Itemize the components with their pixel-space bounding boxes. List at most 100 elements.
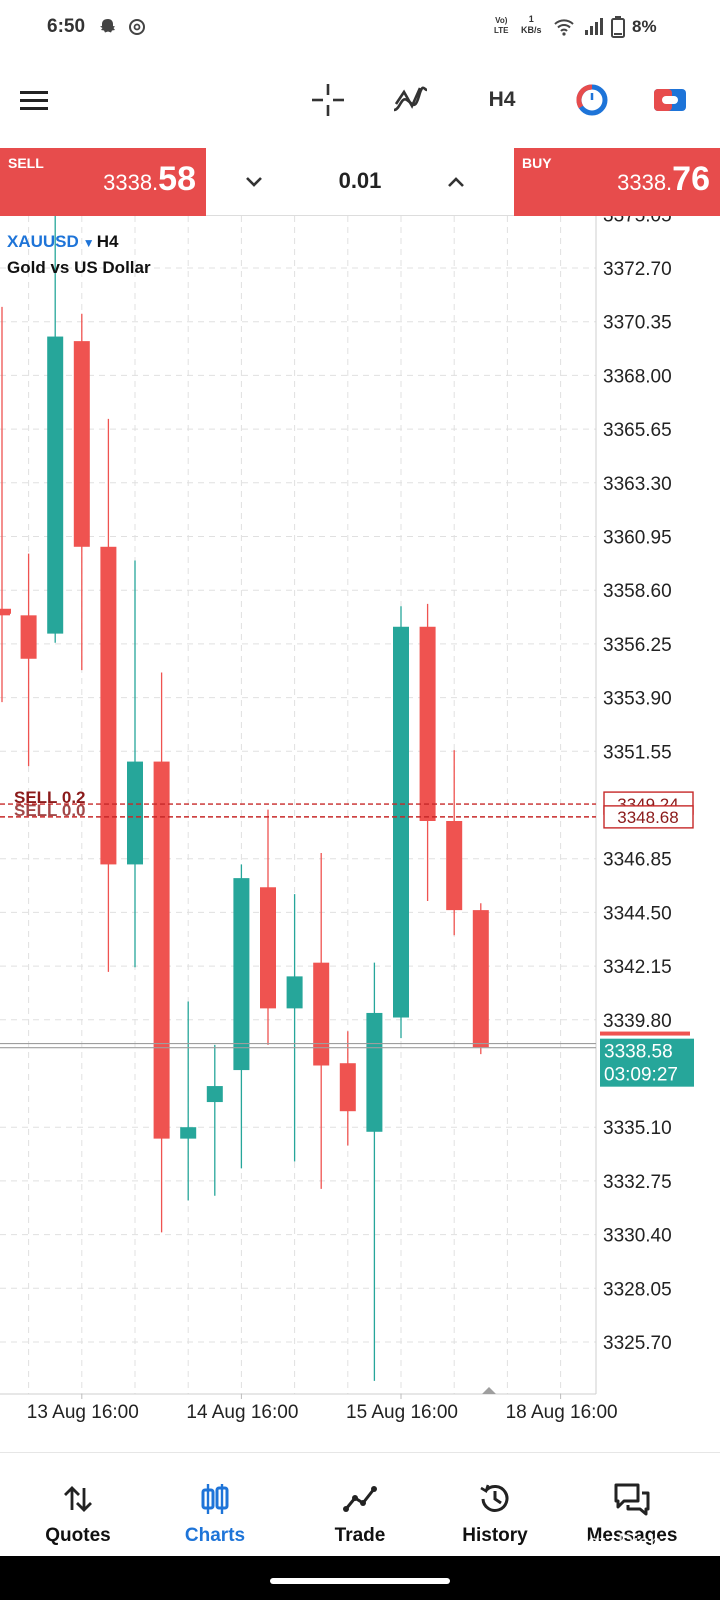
nav-charts[interactable]: Charts <box>145 1453 285 1557</box>
price-tick-label: 3360.95 <box>603 528 672 549</box>
nav-history[interactable]: History <box>425 1453 565 1557</box>
trade-icon <box>343 1486 377 1512</box>
candle-body <box>233 878 250 1071</box>
time-tick-label: 13 Aug 16:00 <box>27 1402 139 1423</box>
price-tick-label: 3339.80 <box>603 1011 672 1032</box>
price-tick-label: 3358.60 <box>603 581 672 602</box>
signal-icon <box>585 18 603 35</box>
candle-body <box>180 1127 197 1139</box>
price-tick-label: 3330.40 <box>603 1226 672 1247</box>
current-price-box <box>600 1038 694 1087</box>
battery-icon <box>611 16 625 38</box>
symbol-name: XAUUSD <box>7 232 79 251</box>
order-line-label: SELL 0.0 <box>14 801 86 820</box>
current-price-label: 3338.58 <box>604 1042 673 1063</box>
symbol-timeframe: H4 <box>96 232 119 251</box>
candle-body <box>206 1086 223 1103</box>
nav-trade[interactable]: Trade <box>290 1453 430 1557</box>
price-tick-label: 3328.05 <box>603 1279 672 1300</box>
price-tick-label: 3344.50 <box>603 903 672 924</box>
lot-size-value[interactable]: 0.01 <box>338 168 382 193</box>
battery-percent: 8% <box>632 17 657 36</box>
candle-body <box>393 626 409 1018</box>
price-tick-label: 3332.75 <box>603 1172 672 1193</box>
order-line-label: SELL 0.2 <box>14 788 86 807</box>
gesture-bar <box>0 1556 720 1600</box>
price-tick-label: 3363.30 <box>603 474 672 495</box>
candle-countdown-label: 03:09:27 <box>604 1065 678 1086</box>
wifi-icon <box>554 19 574 36</box>
lot-decrease-button[interactable] <box>234 162 274 202</box>
price-tick-label: 3375.05 <box>603 216 672 226</box>
menu-button[interactable] <box>14 70 54 130</box>
price-tick-label: 3346.85 <box>603 850 672 871</box>
candle-body <box>20 615 37 659</box>
chevron-down-icon <box>246 177 262 187</box>
timeframe-button[interactable]: H4 <box>488 88 516 111</box>
menu-icon <box>20 91 48 110</box>
sell-button[interactable]: SELL 3338.58 <box>0 148 206 216</box>
indicators-button[interactable] <box>388 70 432 130</box>
buy-price: 3338.76 <box>617 160 710 198</box>
nav-quotes[interactable]: Quotes <box>8 1453 148 1557</box>
price-tick-label: 3368.00 <box>603 366 672 387</box>
candle-body <box>260 887 276 1009</box>
bottom-navigation: Quotes Charts Trade <box>0 1452 720 1556</box>
chart-type-icon <box>654 89 686 111</box>
price-tick-label: 3372.70 <box>603 259 672 280</box>
lot-size-control: 0.01 <box>206 148 514 216</box>
price-tick-label: 3353.90 <box>603 689 672 710</box>
candle-body <box>153 761 170 1139</box>
watermark: @Sweet_Dish <box>522 1530 662 1555</box>
chart-toolbar: H4 <box>0 70 720 130</box>
crosshair-icon <box>312 84 344 116</box>
messages-icon <box>614 1483 650 1516</box>
candle-body <box>0 613 10 616</box>
price-tick-label: 3356.25 <box>603 635 672 656</box>
candle-body <box>47 336 64 634</box>
ask-marker <box>600 1031 690 1036</box>
candle-body <box>472 910 489 1048</box>
buy-button[interactable]: BUY 3338.76 <box>514 148 720 216</box>
buy-label: BUY <box>522 155 552 171</box>
trade-bar: SELL 3338.58 0.01 BUY 3338.76 <box>0 148 720 216</box>
candle-body <box>446 820 463 911</box>
caret-down-icon: ▼ <box>82 236 95 250</box>
history-icon <box>480 1484 509 1512</box>
status-bar: 6:50 Vo) LTE 1 KB/s 8% <box>0 0 720 56</box>
price-tick-label: 3325.70 <box>603 1333 672 1354</box>
candle-body <box>339 1063 356 1112</box>
candle-body <box>313 962 330 1066</box>
candle-body <box>73 341 90 547</box>
snapchat-icon <box>100 19 115 33</box>
candle-body <box>127 761 143 865</box>
time-tick-label: 14 Aug 16:00 <box>186 1402 298 1423</box>
home-indicator[interactable] <box>270 1578 450 1584</box>
charts-icon <box>201 1484 229 1514</box>
price-tick-label: 3370.35 <box>603 313 672 334</box>
order-price-label: 3348.68 <box>617 808 678 827</box>
time-tick-label: 18 Aug 16:00 <box>506 1402 618 1423</box>
price-tick-label: 3342.15 <box>603 957 672 978</box>
candle-body <box>100 546 117 865</box>
sell-label: SELL <box>8 155 44 171</box>
one-click-trading-button[interactable] <box>570 70 614 130</box>
sell-price: 3338.58 <box>103 160 196 198</box>
symbol-header[interactable]: XAUUSD ▼ H4 <box>7 232 118 252</box>
lot-increase-button[interactable] <box>436 162 476 202</box>
quotes-icon <box>64 1486 92 1512</box>
time-tick-label: 15 Aug 16:00 <box>346 1402 458 1423</box>
candle-body <box>419 626 436 821</box>
nav-messages[interactable]: Messages <box>562 1453 702 1557</box>
crosshair-button[interactable] <box>306 70 350 130</box>
indicators-icon <box>393 86 428 112</box>
candle-body <box>366 1012 383 1132</box>
price-tick-label: 3365.65 <box>603 420 672 441</box>
candle-body <box>286 976 303 1009</box>
price-tick-label: 3335.10 <box>603 1118 672 1139</box>
order-price-box <box>603 805 694 829</box>
chart-type-button[interactable] <box>648 70 692 130</box>
chart-shift-marker <box>482 1387 496 1394</box>
